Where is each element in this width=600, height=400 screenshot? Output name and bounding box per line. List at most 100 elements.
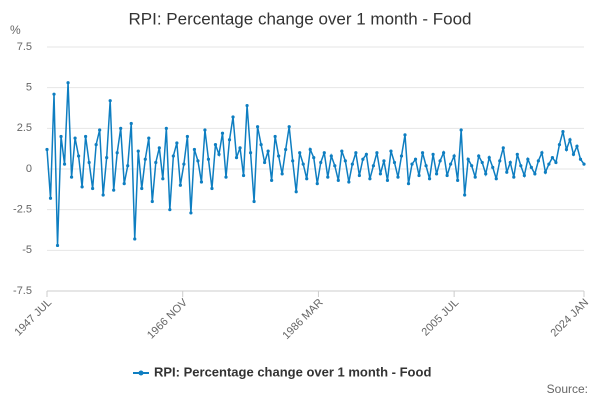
y-tick-label: 2.5	[17, 122, 32, 134]
data-point	[420, 151, 425, 155]
data-point	[340, 149, 344, 153]
data-point	[150, 199, 154, 204]
data-point	[308, 147, 312, 152]
data-point	[157, 146, 161, 150]
data-point	[241, 173, 246, 178]
data-point	[449, 162, 453, 166]
y-tick-label: -2.5	[13, 204, 32, 216]
data-point	[399, 154, 404, 158]
x-tick-label: 2005 JUL	[420, 297, 462, 339]
data-point	[445, 173, 449, 178]
data-point	[73, 136, 77, 140]
data-point	[91, 186, 95, 191]
data-point	[238, 146, 242, 150]
x-tick-label: 1986 MAR	[280, 297, 325, 342]
legend-marker	[138, 370, 144, 376]
data-point	[561, 129, 565, 134]
data-point	[189, 211, 193, 215]
data-point	[287, 125, 291, 129]
data-point	[578, 157, 583, 161]
y-tick-label: 5	[26, 82, 32, 94]
data-point	[392, 160, 397, 165]
data-point	[431, 152, 435, 156]
data-point	[480, 160, 484, 165]
data-point	[266, 149, 270, 153]
data-point	[87, 160, 91, 165]
data-point	[491, 165, 495, 169]
data-point	[543, 170, 547, 174]
data-point	[484, 172, 488, 176]
data-point	[413, 157, 418, 161]
data-point	[536, 159, 540, 163]
data-point	[164, 126, 168, 130]
data-point	[69, 175, 74, 179]
data-point	[319, 160, 323, 165]
data-point	[417, 173, 421, 178]
data-point	[459, 128, 463, 132]
data-point	[522, 173, 526, 178]
data-point	[80, 185, 84, 189]
data-point	[161, 177, 165, 181]
data-point	[98, 128, 102, 132]
data-point	[389, 149, 393, 153]
data-point	[76, 154, 81, 158]
data-point	[336, 178, 340, 182]
data-point	[547, 162, 551, 166]
data-point	[396, 175, 400, 179]
data-point	[270, 178, 274, 182]
data-point	[234, 156, 239, 160]
data-point	[305, 177, 309, 181]
data-point	[122, 182, 126, 186]
data-point	[255, 125, 260, 129]
data-point	[277, 154, 281, 158]
data-point	[94, 143, 98, 147]
data-point	[494, 177, 498, 181]
data-point	[354, 151, 358, 155]
data-point	[501, 146, 505, 150]
data-point	[112, 188, 116, 192]
data-point	[529, 165, 533, 169]
data-point	[470, 164, 474, 168]
data-point	[512, 175, 516, 179]
data-point	[526, 157, 530, 161]
data-point	[463, 193, 467, 197]
data-point	[220, 131, 225, 135]
data-point	[105, 156, 109, 160]
data-point	[575, 144, 579, 148]
data-point	[263, 160, 267, 165]
data-point	[382, 159, 386, 163]
data-point	[291, 159, 295, 163]
data-point	[119, 126, 123, 130]
data-point	[329, 154, 333, 158]
data-point	[424, 164, 428, 168]
data-point	[312, 156, 316, 160]
data-point	[350, 162, 354, 166]
data-point	[171, 154, 175, 158]
data-point	[568, 138, 572, 142]
data-point	[477, 154, 481, 158]
data-point	[273, 134, 277, 139]
data-point	[259, 143, 263, 147]
data-point	[571, 152, 576, 156]
data-point	[357, 173, 361, 178]
data-point	[540, 151, 544, 155]
data-point	[196, 159, 200, 163]
data-point	[406, 182, 411, 186]
y-tick-label: -5	[22, 244, 32, 256]
data-point	[298, 151, 302, 155]
data-point	[210, 186, 214, 191]
data-point	[213, 143, 218, 147]
data-point	[487, 156, 491, 160]
x-tick-label: 1966 NOV	[145, 296, 190, 341]
data-point	[52, 92, 56, 96]
data-point	[206, 157, 211, 161]
data-point	[410, 162, 414, 166]
data-point	[519, 164, 523, 168]
data-point	[182, 162, 186, 166]
data-point	[84, 134, 88, 139]
data-point	[231, 115, 235, 119]
source-label: Source:	[547, 382, 588, 396]
data-point	[364, 152, 368, 156]
x-tick-label: 2024 JAN	[549, 297, 592, 340]
data-point	[245, 103, 249, 108]
